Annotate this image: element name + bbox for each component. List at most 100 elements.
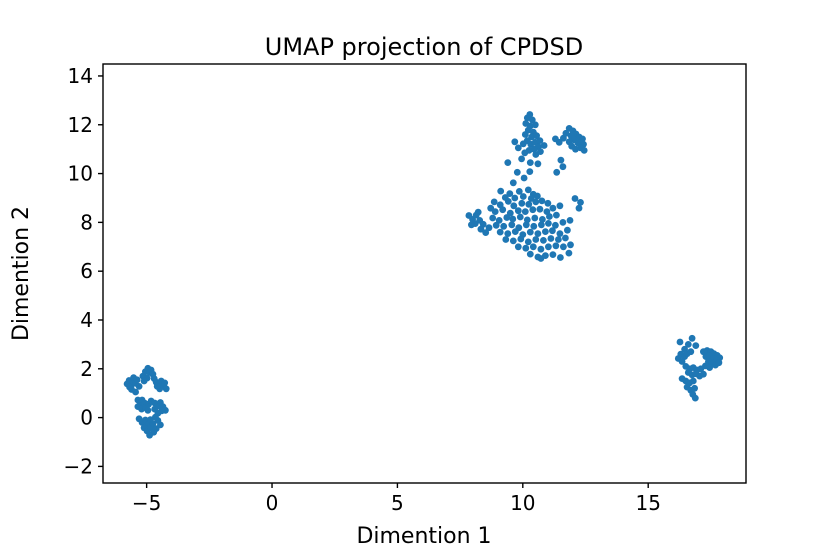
data-point [537, 245, 545, 253]
data-point [520, 174, 528, 182]
data-point [495, 217, 503, 224]
data-point [715, 359, 723, 367]
y-axis-label: Dimention 2 [9, 206, 34, 341]
x-axis-ticks: −5 0 5 10 15 [132, 483, 661, 515]
data-point [508, 221, 516, 229]
data-point [509, 237, 517, 245]
data-point [678, 358, 686, 365]
data-point [580, 147, 588, 154]
data-point [689, 377, 697, 385]
data-point [518, 199, 526, 207]
data-point [692, 342, 700, 349]
x-tick-label: −5 [132, 491, 161, 515]
data-point [553, 168, 561, 176]
y-axis-ticks: −2 0 2 4 6 8 10 12 14 [64, 64, 103, 478]
data-point [575, 204, 583, 212]
data-point [571, 195, 579, 202]
data-point [503, 214, 511, 221]
data-point [526, 168, 534, 176]
y-tick-label: −2 [64, 454, 93, 478]
data-point [537, 255, 545, 262]
data-point [549, 251, 557, 258]
data-point [559, 163, 567, 171]
data-point [544, 199, 552, 207]
data-point [514, 243, 522, 251]
plot-area [103, 64, 746, 483]
data-point [490, 198, 498, 206]
data-point [504, 230, 512, 238]
data-point [522, 221, 530, 229]
data-point [521, 149, 529, 157]
data-point [485, 224, 493, 232]
data-point [482, 229, 490, 237]
x-axis-label: Dimention 1 [356, 524, 491, 549]
data-point [540, 237, 547, 244]
data-point [557, 254, 564, 261]
data-point [511, 138, 519, 146]
data-point [516, 213, 524, 221]
y-tick-label: 0 [80, 406, 93, 430]
data-point [526, 159, 534, 167]
data-point [697, 365, 705, 373]
data-point [564, 226, 571, 234]
data-point [135, 383, 143, 390]
data-point [489, 214, 497, 222]
data-point [545, 243, 552, 251]
data-point [539, 216, 546, 223]
data-point [151, 405, 159, 413]
data-point [161, 379, 169, 387]
data-point [511, 194, 519, 202]
y-tick-label: 8 [80, 210, 93, 234]
data-point [559, 219, 567, 226]
data-point [499, 206, 507, 214]
data-point [511, 228, 519, 236]
y-tick-label: 12 [68, 113, 93, 137]
data-point [519, 140, 527, 148]
data-point [526, 250, 534, 258]
data-point [556, 202, 564, 210]
data-point [497, 187, 505, 195]
data-point [496, 228, 504, 236]
data-point [515, 188, 523, 195]
data-point [538, 197, 546, 205]
data-point [556, 230, 564, 238]
data-point [510, 202, 518, 210]
data-point [687, 348, 695, 356]
data-point [533, 132, 540, 140]
data-point [491, 208, 499, 216]
y-tick-label: 4 [80, 308, 93, 332]
data-point [126, 383, 133, 391]
data-point [468, 221, 475, 229]
data-point [477, 225, 485, 233]
data-point [691, 394, 699, 402]
y-tick-label: 14 [68, 64, 93, 88]
data-point [700, 370, 707, 378]
data-point [529, 243, 537, 251]
scatter-points [123, 111, 724, 439]
data-point [514, 207, 522, 215]
data-point [492, 221, 500, 229]
chart-title: UMAP projection of CPDSD [265, 33, 583, 61]
data-point [562, 129, 570, 137]
data-point [517, 235, 525, 243]
data-point [532, 198, 540, 206]
data-point [514, 144, 522, 152]
plot-border [102, 63, 747, 484]
data-point [536, 205, 544, 213]
data-point [557, 156, 565, 164]
x-tick-label: 10 [510, 491, 535, 515]
data-point [537, 148, 544, 156]
data-point [676, 338, 684, 346]
data-point [522, 244, 530, 252]
data-point [528, 116, 536, 124]
data-point [538, 221, 545, 229]
data-point [133, 376, 141, 384]
x-tick-label: 5 [391, 491, 404, 515]
data-point [524, 186, 532, 194]
data-point [504, 198, 512, 205]
data-point [526, 228, 534, 236]
data-point [579, 135, 586, 143]
data-point [552, 221, 559, 229]
